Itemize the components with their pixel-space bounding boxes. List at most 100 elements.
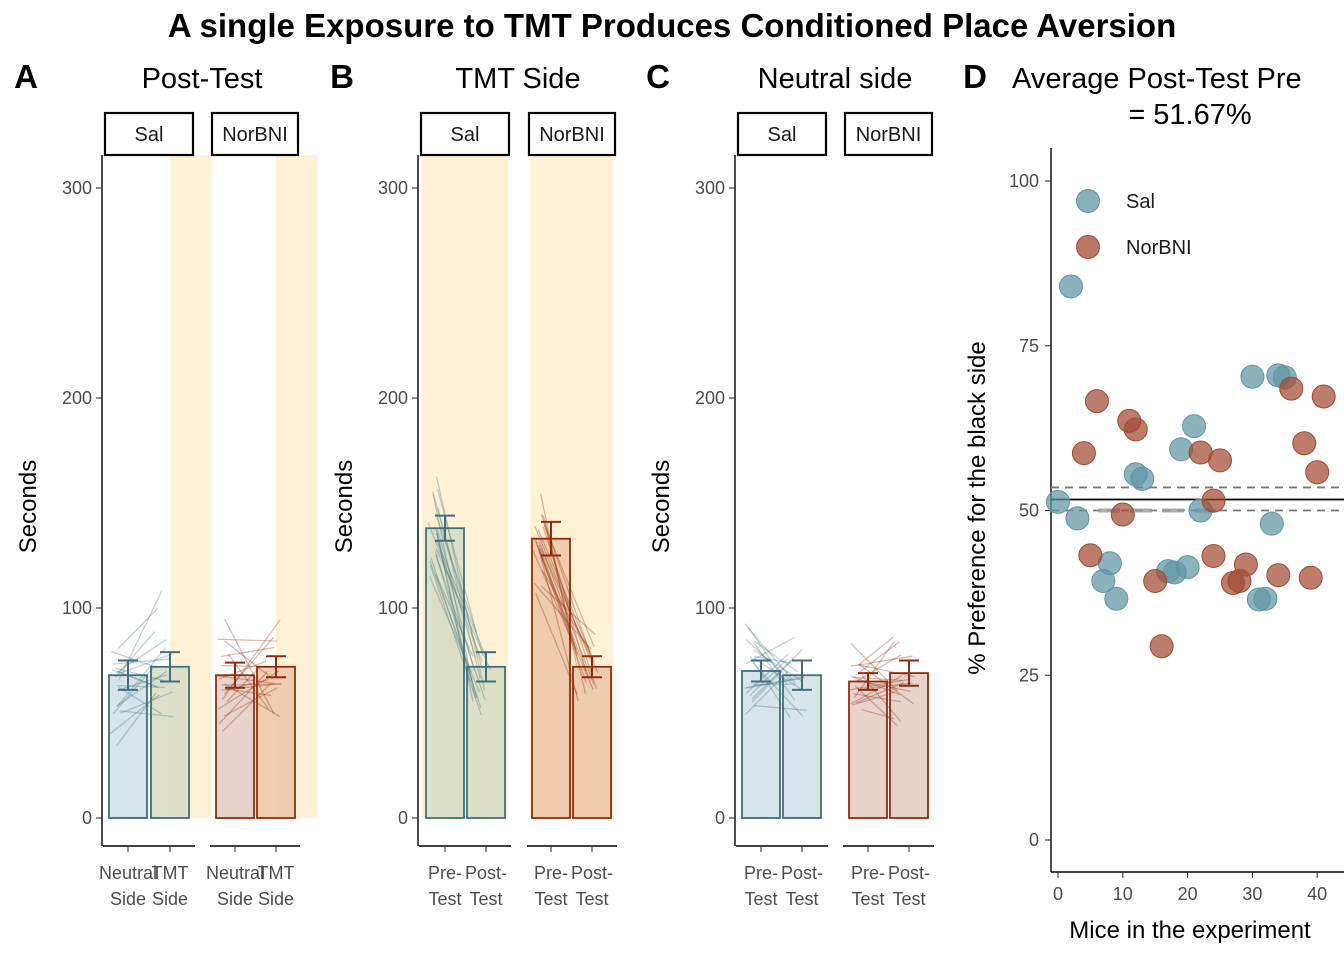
mouse-line <box>751 649 803 703</box>
mouse-line <box>116 647 167 708</box>
y-tick-label: 0 <box>82 808 92 828</box>
panel-c: C Neutral side 0 100 200 300 Seconds Sal Pre- Tes… <box>646 58 934 909</box>
bar <box>150 665 190 819</box>
mouse-line <box>115 631 156 678</box>
scatter-point <box>1292 431 1317 456</box>
scatter-point <box>1259 511 1284 536</box>
scatter-point <box>1104 586 1129 611</box>
bar <box>741 670 781 819</box>
scatter-point <box>1305 460 1330 485</box>
scatter-point <box>1078 543 1103 568</box>
scatter-point <box>1279 376 1304 401</box>
x-tick-label: 20 <box>1178 884 1198 904</box>
scatter-point <box>1182 414 1207 439</box>
mouse-line <box>861 708 895 720</box>
facet-strip-label: Sal <box>451 124 480 146</box>
mouse-line <box>436 533 471 683</box>
mouse-line <box>434 551 478 698</box>
bar <box>782 674 822 819</box>
y-tick-label: 200 <box>62 388 92 408</box>
scatter-point <box>1208 448 1232 473</box>
mouse-line <box>435 548 491 670</box>
scatter-point <box>1175 555 1200 580</box>
y-tick-label: 100 <box>62 598 92 618</box>
mouse-line <box>432 491 483 670</box>
panel-a: A Post-Test 0 100 200 300 Seconds Sal Neutral Sid… <box>14 58 317 909</box>
mouse-line <box>118 590 163 681</box>
panel-title: Post-Test <box>142 63 263 95</box>
mouse-line <box>115 639 167 674</box>
mouse-line <box>427 522 483 662</box>
scatter-point <box>1201 488 1226 513</box>
x-tick-label: Test <box>892 889 925 909</box>
x-tick-label: Pre- <box>428 863 462 883</box>
mouse-line <box>753 704 808 712</box>
mouse-line <box>853 641 895 699</box>
mouse-line <box>223 636 275 695</box>
mouse-line <box>435 528 474 702</box>
x-tick-label: Pre- <box>534 863 568 883</box>
y-tick-label: 25 <box>1019 665 1039 685</box>
mouse-line <box>852 691 895 706</box>
bar <box>572 665 612 819</box>
mouse-line <box>537 529 595 663</box>
scatter-point <box>1058 274 1083 299</box>
mouse-line <box>223 640 273 679</box>
mouse-line <box>532 551 594 691</box>
mouse-line <box>744 671 788 716</box>
mouse-line <box>222 683 272 732</box>
mouse-line <box>535 593 578 695</box>
mouse-line <box>533 582 592 650</box>
x-tick-label: Test <box>851 889 884 909</box>
x-tick-label: Test <box>469 889 502 909</box>
mouse-line <box>435 539 487 657</box>
mouse-line <box>861 682 912 690</box>
scatter-point <box>1149 634 1174 659</box>
mouse-line <box>745 636 796 665</box>
legend-label: Sal <box>1126 191 1155 213</box>
y-tick-label: 75 <box>1019 336 1039 356</box>
scatter-point <box>1123 417 1148 442</box>
mouse-line <box>117 674 168 692</box>
mouse-line <box>218 638 278 642</box>
mouse-line <box>540 547 599 673</box>
mouse-line <box>855 682 904 704</box>
x-tick-label: Post- <box>888 863 930 883</box>
mouse-line <box>220 646 275 658</box>
y-tick-label: 100 <box>378 598 408 618</box>
facet-strip-label: Sal <box>768 124 797 146</box>
mouse-line <box>850 675 901 696</box>
mouse-line <box>753 649 804 683</box>
mouse-line <box>429 560 472 673</box>
mouse-line <box>753 657 805 692</box>
scatter-point <box>1298 565 1323 590</box>
mouse-line <box>115 692 157 747</box>
mouse-line <box>749 656 791 718</box>
mouse-line <box>220 682 282 691</box>
mouse-line <box>753 642 796 701</box>
mouse-line <box>850 655 913 667</box>
mouse-line <box>218 675 275 685</box>
y-axis-title: Seconds <box>15 460 42 553</box>
mouse-line <box>858 664 915 705</box>
mouse-line <box>116 670 168 707</box>
mouse-line <box>225 688 272 697</box>
panel-tag: C <box>646 58 670 95</box>
y-tick-label: 0 <box>398 808 408 828</box>
x-tick-label: Side <box>217 889 253 909</box>
mouse-line <box>434 573 474 657</box>
y-axis-title: % Preference for the black side <box>964 341 991 675</box>
x-axis-title: Mice in the experiment <box>1069 917 1311 944</box>
mouse-line <box>430 557 482 708</box>
mouse-line <box>746 676 805 689</box>
scatter-point <box>1084 389 1109 414</box>
x-tick-label: Test <box>744 889 777 909</box>
mouse-line <box>435 554 486 700</box>
x-tick-label: Pre- <box>744 863 778 883</box>
mouse-line <box>855 654 902 683</box>
x-tick-label: TMT <box>152 863 189 883</box>
mouse-line <box>751 657 794 700</box>
mouse-line <box>540 513 587 672</box>
mouse-line <box>432 493 476 699</box>
mouse-line <box>223 687 278 717</box>
